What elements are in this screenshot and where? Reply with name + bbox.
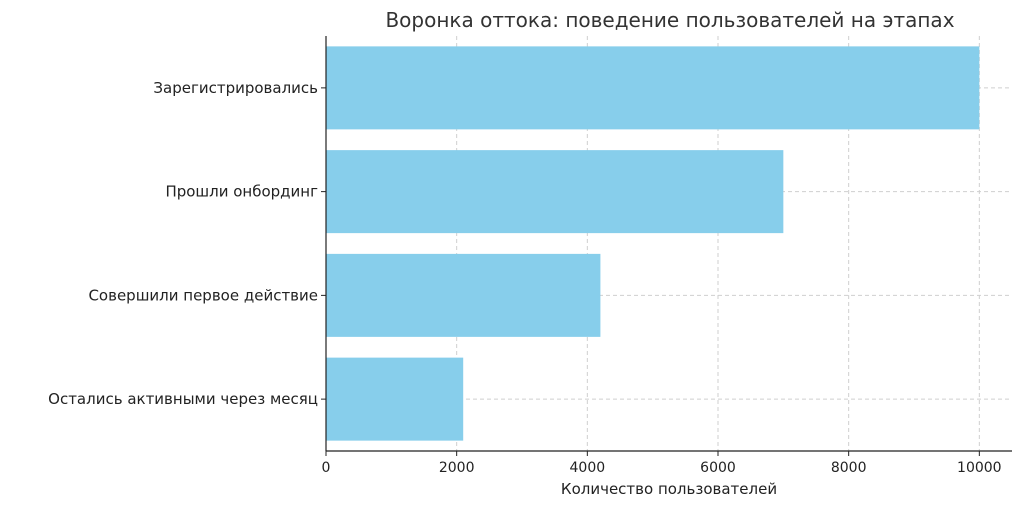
x-tick-label: 2000 bbox=[439, 460, 475, 476]
y-tick-labels: Зарегистрировались Прошли онбординг Соверш… bbox=[48, 79, 326, 408]
y-tick-label: Остались активными через месяц bbox=[48, 390, 318, 408]
bar bbox=[326, 46, 980, 130]
chart-title: Воронка оттока: поведение пользователей … bbox=[385, 8, 954, 32]
x-tick-label: 4000 bbox=[570, 460, 606, 476]
y-tick-label: Зарегистрировались bbox=[153, 79, 318, 97]
bar bbox=[326, 253, 601, 337]
x-tick-label: 6000 bbox=[700, 460, 736, 476]
y-tick-label: Совершили первое действие bbox=[88, 286, 318, 304]
bar bbox=[326, 357, 464, 441]
bars bbox=[326, 46, 980, 441]
x-axis-label: Количество пользователей bbox=[561, 480, 777, 498]
x-tick-label: 8000 bbox=[831, 460, 867, 476]
x-tick-labels: 0 2000 4000 6000 8000 10000 bbox=[322, 451, 1002, 476]
x-tick-label: 10000 bbox=[957, 460, 1002, 476]
x-tick-label: 0 bbox=[322, 460, 331, 476]
bar bbox=[326, 150, 784, 234]
y-tick-label: Прошли онбординг bbox=[165, 183, 318, 201]
